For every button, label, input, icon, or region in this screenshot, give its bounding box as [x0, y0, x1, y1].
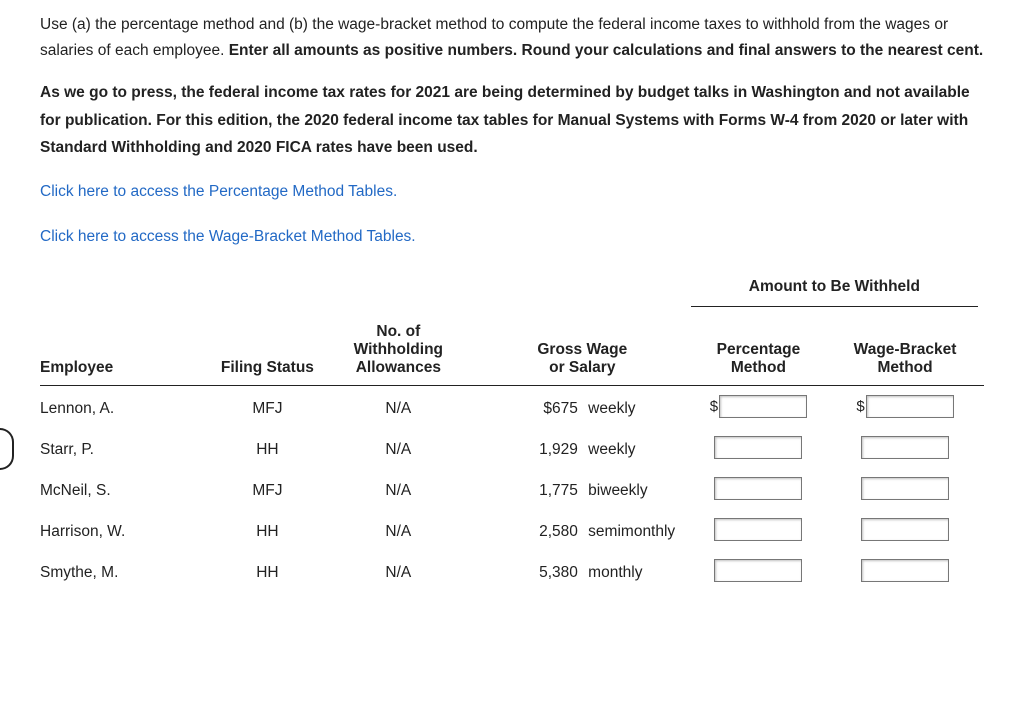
press-note: As we go to press, the federal income ta…	[40, 79, 984, 163]
cell-filing-status: HH	[218, 550, 323, 591]
cell-gross-wage: $675 weekly	[480, 385, 691, 427]
cell-employee: Smythe, M.	[40, 550, 218, 591]
cell-filing-status: MFJ	[218, 385, 323, 427]
cell-gross-wage: 2,580 semimonthly	[480, 509, 691, 550]
cell-filing-status: HH	[218, 509, 323, 550]
wage-bracket-method-input[interactable]	[861, 559, 949, 582]
amount-withheld-group-header: Amount to Be Withheld	[691, 278, 978, 307]
dollar-sign: $	[710, 398, 718, 415]
cell-allowances: N/A	[323, 550, 480, 591]
percentage-method-input[interactable]	[719, 395, 807, 418]
col-header-allowances: No. of Withholding Allowances	[323, 315, 480, 386]
table-row: Starr, P.HHN/A1,929 weekly	[40, 427, 984, 468]
percentage-method-input[interactable]	[714, 477, 802, 500]
wage-bracket-method-input[interactable]	[866, 395, 954, 418]
col-header-filing-status: Filing Status	[218, 315, 323, 386]
percentage-method-input[interactable]	[714, 518, 802, 541]
cell-allowances: N/A	[323, 509, 480, 550]
instructions-bold: Enter all amounts as positive numbers. R…	[229, 42, 984, 59]
percentage-method-input[interactable]	[714, 436, 802, 459]
col-header-percentage-method: Percentage Method	[691, 315, 832, 386]
wage-bracket-method-input[interactable]	[861, 477, 949, 500]
cell-filing-status: MFJ	[218, 468, 323, 509]
cell-allowances: N/A	[323, 385, 480, 427]
cell-allowances: N/A	[323, 427, 480, 468]
wage-bracket-tables-link[interactable]: Click here to access the Wage-Bracket Me…	[40, 225, 984, 250]
col-header-gross-wage: Gross Wage or Salary	[480, 315, 691, 386]
cell-gross-wage: 1,775 biweekly	[480, 468, 691, 509]
cell-employee: Starr, P.	[40, 427, 218, 468]
percentage-method-input[interactable]	[714, 559, 802, 582]
table-row: Smythe, M.HHN/A5,380 monthly	[40, 550, 984, 591]
table-row: McNeil, S.MFJN/A1,775 biweekly	[40, 468, 984, 509]
cell-employee: McNeil, S.	[40, 468, 218, 509]
cell-employee: Harrison, W.	[40, 509, 218, 550]
cell-allowances: N/A	[323, 468, 480, 509]
cell-employee: Lennon, A.	[40, 385, 218, 427]
cell-gross-wage: 5,380 monthly	[480, 550, 691, 591]
withholding-table: Amount to Be Withheld Employee Filing St…	[40, 270, 984, 591]
percentage-tables-link[interactable]: Click here to access the Percentage Meth…	[40, 180, 984, 205]
table-row: Harrison, W.HHN/A2,580 semimonthly	[40, 509, 984, 550]
wage-bracket-method-input[interactable]	[861, 518, 949, 541]
cell-filing-status: HH	[218, 427, 323, 468]
dollar-sign: $	[856, 398, 864, 415]
cell-gross-wage: 1,929 weekly	[480, 427, 691, 468]
col-header-employee: Employee	[40, 315, 218, 386]
wage-bracket-method-input[interactable]	[861, 436, 949, 459]
table-row: Lennon, A.MFJN/A$675 weekly $ $	[40, 385, 984, 427]
instructions-paragraph: Use (a) the percentage method and (b) th…	[40, 12, 984, 65]
col-header-wage-bracket-method: Wage-Bracket Method	[832, 315, 984, 386]
page-edge-indicator	[0, 428, 14, 470]
